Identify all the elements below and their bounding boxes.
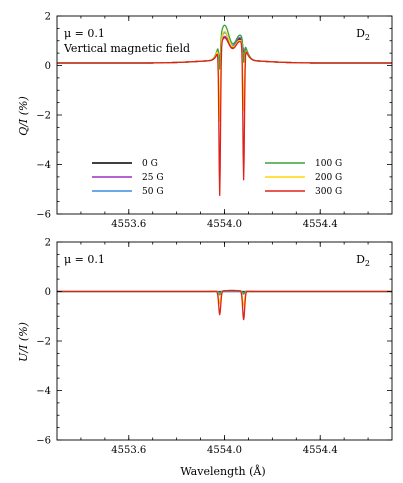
y-tick-label: 2	[45, 238, 51, 249]
series-line-200-g	[56, 289, 393, 307]
y-tick-label: 0	[45, 287, 51, 298]
top-mu-label: μ = 0.1	[64, 27, 105, 40]
y-tick-label: −6	[36, 210, 51, 221]
x-tick-label: 4554.4	[303, 219, 338, 230]
y-tick-label: 2	[45, 12, 51, 23]
top-line-label-sub: 2	[365, 33, 370, 42]
bottom-mu-label: μ = 0.1	[64, 253, 105, 266]
y-tick-label: 0	[45, 61, 51, 72]
y-tick-label: −6	[36, 436, 51, 447]
top-line-label: D2	[356, 27, 370, 42]
series-line-300-g	[56, 289, 393, 321]
x-tick-label: 4554.0	[207, 219, 242, 230]
legend-label: 100 G	[315, 159, 342, 169]
x-tick-label: 4554.0	[207, 445, 242, 456]
x-tick-label: 4554.4	[303, 445, 338, 456]
legend-label: 25 G	[142, 173, 164, 183]
bottom-curves	[56, 289, 393, 321]
top-field-label: Vertical magnetic field	[63, 42, 190, 55]
top-curves	[56, 24, 393, 197]
bottom-line-label-sub: 2	[365, 259, 370, 268]
top-ticks: −6 −4 −2 0 2 4553.6 4554.0 4554.4	[36, 12, 392, 230]
legend-label: 200 G	[315, 173, 342, 183]
bottom-ticks: −6 −4 −2 0 2 4553.6 4554.0 4554.4	[36, 238, 392, 456]
bottom-plot-frame	[56, 241, 393, 441]
bottom-x-axis-label: Wavelength (Å)	[180, 464, 265, 478]
y-tick-label: −4	[36, 386, 51, 397]
y-tick-label: −2	[36, 111, 51, 122]
y-tick-label: −2	[36, 337, 51, 348]
top-legend: 0 G 25 G 50 G 100 G 200 G 300 G	[92, 159, 342, 197]
top-line-label-main: D	[356, 27, 365, 40]
bottom-y-axis-label: U/I (%)	[17, 322, 30, 362]
top-y-axis-label: Q/I (%)	[17, 96, 30, 136]
y-tick-label: −4	[36, 160, 51, 171]
bottom-line-label: D2	[356, 253, 370, 268]
legend-label: 300 G	[315, 187, 342, 197]
x-tick-label: 4553.6	[111, 445, 146, 456]
bottom-line-label-main: D	[356, 253, 365, 266]
legend-label: 0 G	[142, 159, 158, 169]
series-line-300-g	[56, 37, 393, 197]
top-panel: −6 −4 −2 0 2 4553.6 4554.0 4554.4 μ = 0.1 Verti…	[17, 12, 393, 230]
x-tick-label: 4553.6	[111, 219, 146, 230]
legend-label: 50 G	[142, 187, 164, 197]
